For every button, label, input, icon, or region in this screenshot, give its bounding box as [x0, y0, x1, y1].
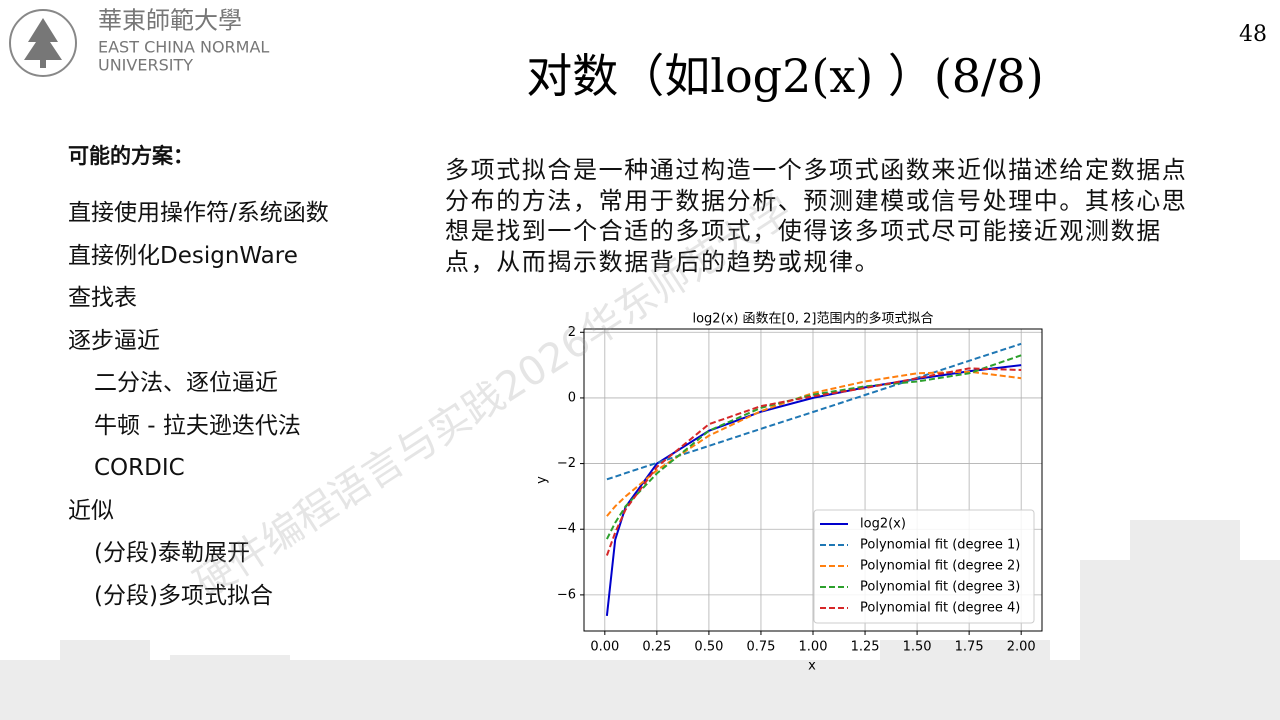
x-axis-label: x — [808, 659, 816, 674]
x-tick-label: 1.25 — [851, 640, 880, 655]
list-item: 逐步逼近 — [68, 327, 160, 354]
list-item: 直接使用操作符/系统函数 — [68, 200, 329, 226]
legend-label: Polynomial fit (degree 3) — [860, 580, 1020, 595]
skyline — [0, 520, 1280, 720]
list-subitem: CORDIC — [94, 455, 185, 481]
series-line — [606, 370, 1022, 517]
paragraph: 多项式拟合是一种通过构造一个多项式函数来近似描述给定数据点分布的方法，常用于数据… — [445, 156, 1188, 276]
logo-cn: 華東師範大學 — [98, 7, 242, 35]
list-subitem: (分段)多项式拟合 — [94, 582, 273, 609]
list-subitem: (分段)泰勒展开 — [94, 540, 250, 566]
x-tick-label: 2.00 — [1007, 640, 1036, 655]
legend-label: log2(x) — [860, 517, 906, 532]
legend-label: Polynomial fit (degree 1) — [860, 538, 1020, 553]
list-subitem: 二分法、逐位逼近 — [94, 370, 278, 396]
page-number: 48 — [1239, 22, 1267, 47]
logo — [9, 9, 77, 77]
list-subitem: 牛顿 - 拉夫逊迭代法 — [94, 412, 301, 439]
legend-label: Polynomial fit (degree 2) — [860, 559, 1020, 574]
x-tick-label: 0.00 — [590, 640, 619, 655]
series-line — [606, 354, 1022, 540]
series-line — [605, 367, 1022, 556]
chart-title: log2(x) 函数在[0, 2]范围内的多项式拟合 — [692, 311, 933, 327]
legend-label: Polynomial fit (degree 4) — [860, 601, 1020, 616]
y-tick-label: −2 — [557, 456, 576, 471]
x-tick-label: 1.50 — [903, 640, 932, 655]
x-tick-label: 0.75 — [746, 640, 775, 655]
list-item: 近似 — [68, 497, 114, 524]
title: 对数（如log2(x) ）(8/8) — [526, 49, 1044, 103]
y-tick-label: 2 — [568, 325, 576, 340]
y-axis-label: y — [535, 476, 550, 484]
y-tick-label: −6 — [557, 587, 576, 602]
x-tick-label: 1.75 — [955, 640, 984, 655]
plot-frame — [583, 328, 1043, 632]
list-heading: 可能的方案： — [68, 144, 194, 168]
x-tick-label: 0.25 — [642, 640, 671, 655]
logo-en: UNIVERSITY — [98, 56, 193, 75]
y-tick-label: 0 — [568, 390, 576, 405]
list-item: 直接例化DesignWare — [68, 242, 298, 269]
x-tick-label: 1.00 — [799, 640, 828, 655]
x-tick-label: 0.50 — [694, 640, 723, 655]
logo-en: EAST CHINA NORMAL — [98, 38, 269, 57]
legend-box — [813, 509, 1035, 624]
solution-list: 可能的方案： 直接使用操作符/系统函数 直接例化DesignWare 查找表逐步逼近二… — [68, 140, 329, 617]
list-item: 查找表 — [68, 285, 137, 311]
y-tick-label: −4 — [557, 522, 576, 537]
series-line — [606, 342, 1022, 481]
